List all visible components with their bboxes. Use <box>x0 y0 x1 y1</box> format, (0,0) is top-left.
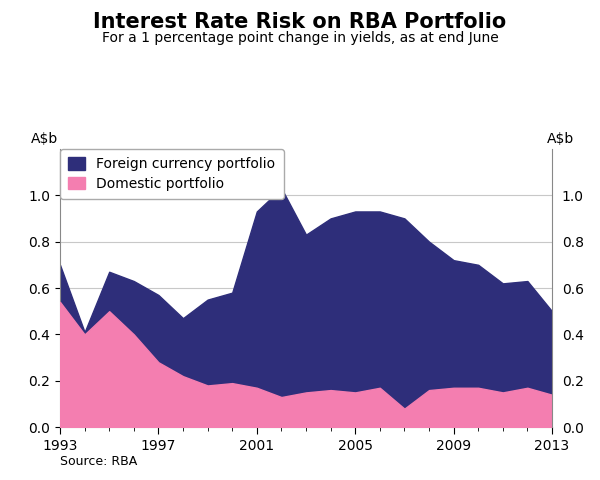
Text: Source: RBA: Source: RBA <box>60 455 137 468</box>
Text: Interest Rate Risk on RBA Portfolio: Interest Rate Risk on RBA Portfolio <box>94 12 506 32</box>
Text: A$b: A$b <box>547 132 575 146</box>
Text: For a 1 percentage point change in yields, as at end June: For a 1 percentage point change in yield… <box>101 31 499 45</box>
Legend: Foreign currency portfolio, Domestic portfolio: Foreign currency portfolio, Domestic por… <box>60 149 284 199</box>
Text: A$b: A$b <box>31 132 59 146</box>
